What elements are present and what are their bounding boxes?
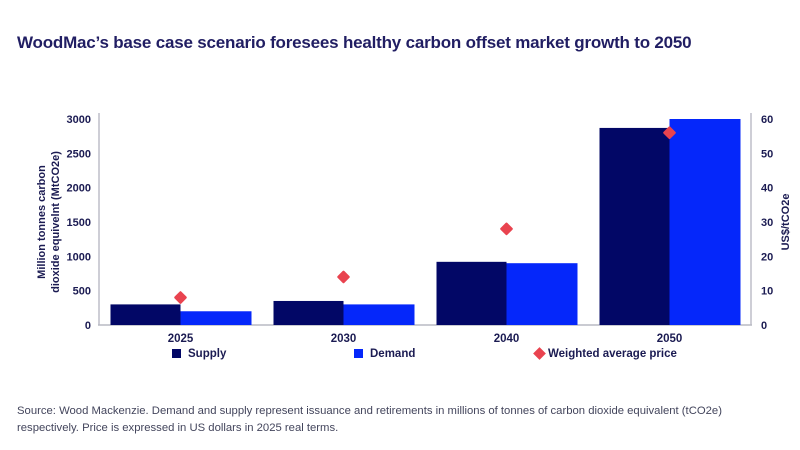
price-marker-2030 xyxy=(337,270,350,284)
y-axis-tick-left: 2000 xyxy=(67,183,91,195)
x-axis-tick-2050: 2050 xyxy=(657,333,683,345)
y-axis-tick-left: 1000 xyxy=(67,251,91,263)
source-note: Source: Wood Mackenzie. Demand and suppl… xyxy=(17,405,722,434)
legend-item-weighted-average-price: Weighted average price xyxy=(533,346,677,361)
y-axis-tick-left: 500 xyxy=(73,286,91,298)
y-axis-tick-left: 3000 xyxy=(67,114,91,126)
chart-title: WoodMac’s base case scenario foresees he… xyxy=(17,33,692,52)
x-axis-tick-2030: 2030 xyxy=(331,333,357,345)
bar-supply-2040 xyxy=(436,261,507,325)
bar-supply-2030 xyxy=(273,300,344,325)
legend-supply-label: Supply xyxy=(188,347,227,360)
price-marker-2025 xyxy=(174,291,187,304)
legend-item-supply: Supply xyxy=(172,346,226,361)
supply-swatch-icon xyxy=(172,349,181,358)
bar-supply-2025 xyxy=(110,304,181,325)
y-axis-label-right: US$/tCO2e xyxy=(780,194,792,251)
y-axis-tick-right: 0 xyxy=(761,320,767,332)
y-axis-tick-right: 10 xyxy=(761,286,773,298)
bar-demand-2050 xyxy=(669,119,741,325)
demand-swatch-icon xyxy=(354,349,363,358)
y-axis-tick-right: 60 xyxy=(761,114,773,126)
y-axis-tick-left: 0 xyxy=(85,320,91,332)
y-axis-tick-right: 40 xyxy=(761,183,773,195)
y-axis-tick-right: 30 xyxy=(761,217,773,229)
price-marker-2050 xyxy=(663,126,676,140)
bar-demand-2025 xyxy=(180,311,252,325)
y-axis-label-left: Million tonnes carbon dioxide equivelnt (… xyxy=(36,151,62,293)
price-marker-2040 xyxy=(500,222,513,236)
y-axis-tick-right: 20 xyxy=(761,251,773,263)
bar-supply-2050 xyxy=(599,127,670,325)
price-diamond-icon xyxy=(533,347,546,360)
legend-demand-label: Demand xyxy=(370,347,416,360)
legend-item-demand: Demand xyxy=(354,346,415,361)
y-axis-tick-left: 2500 xyxy=(67,148,91,160)
bar-demand-2040 xyxy=(506,263,578,325)
legend-price-label: Weighted average price xyxy=(548,347,677,360)
bar-demand-2030 xyxy=(343,304,415,325)
x-axis-tick-2040: 2040 xyxy=(494,333,520,345)
x-axis-tick-2025: 2025 xyxy=(168,333,194,345)
y-axis-tick-left: 1500 xyxy=(67,217,91,229)
y-axis-tick-right: 50 xyxy=(761,148,773,160)
